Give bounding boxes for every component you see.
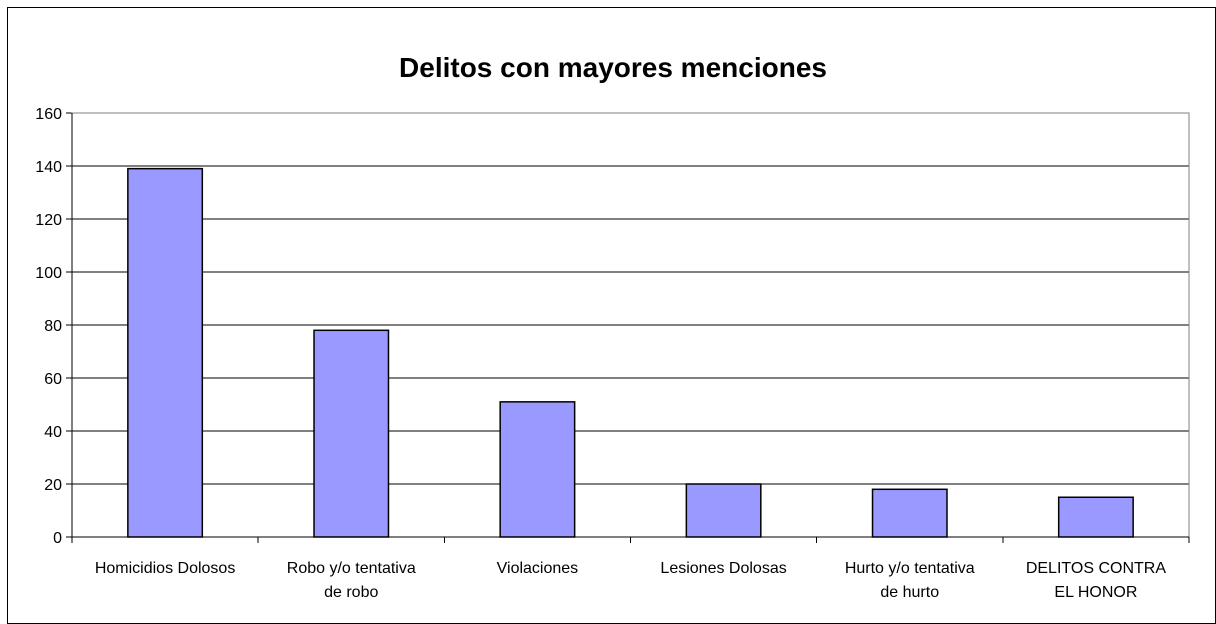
bar (313, 329, 390, 538)
y-tick-label: 140 (35, 159, 62, 176)
y-tick-label: 40 (44, 424, 62, 441)
bar (871, 488, 948, 538)
y-tick-label: 100 (35, 265, 62, 282)
x-tick-label: Robo y/o tentativa (287, 560, 416, 577)
plot-area: 0 20 40 60 80 100 120 140 160 Homicidios Dolosos R… (35, 106, 1190, 601)
x-tick-label: EL HONOR (1054, 584, 1137, 601)
y-tick-label: 0 (53, 530, 62, 547)
y-tick-label: 80 (44, 318, 62, 335)
bar (127, 167, 204, 538)
y-tick-label: 120 (35, 212, 62, 229)
y-tick-label: 160 (35, 106, 62, 123)
x-tick-label: Homicidios Dolosos (95, 560, 236, 577)
y-tick-label: 20 (44, 477, 62, 494)
bar (1057, 496, 1134, 538)
bar (499, 401, 576, 538)
x-tick-label: Lesiones Dolosas (660, 560, 786, 577)
bar (685, 483, 762, 538)
x-tick-label: de robo (324, 584, 378, 601)
x-tick-label: DELITOS CONTRA (1026, 560, 1167, 577)
y-tick-label: 60 (44, 371, 62, 388)
chart-title: Delitos con mayores menciones (399, 52, 827, 83)
x-tick-label: Hurto y/o tentativa (845, 560, 975, 577)
x-tick-label: Violaciones (497, 560, 579, 577)
x-tick-label: de hurto (880, 584, 939, 601)
